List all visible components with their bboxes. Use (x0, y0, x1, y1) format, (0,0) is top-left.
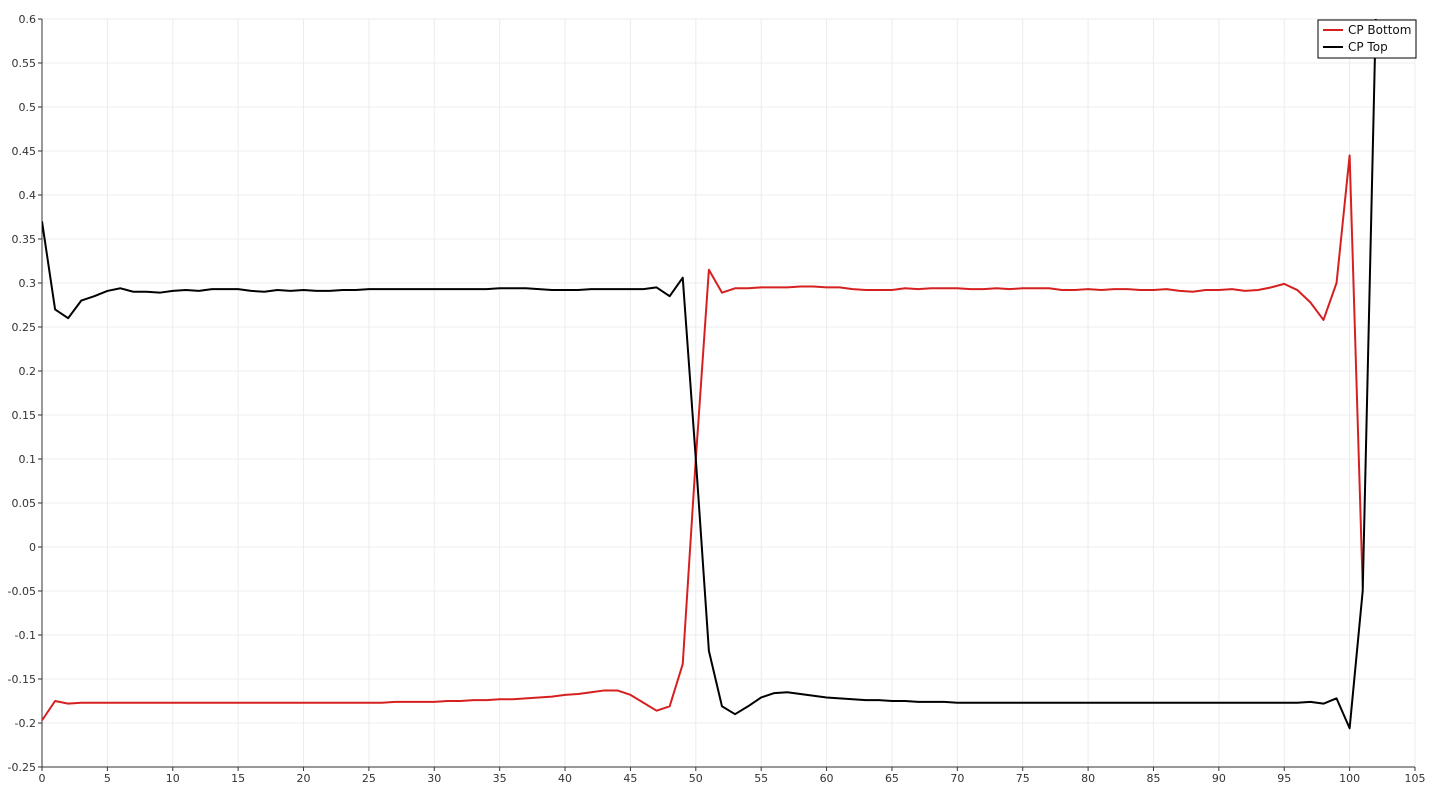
y-tick-label: 0.45 (12, 145, 37, 158)
x-tick-label: 10 (166, 772, 180, 785)
y-tick-label: 0.3 (19, 277, 37, 290)
series-line-cp-top (42, 19, 1377, 730)
legend-label-cp-top: CP Top (1348, 40, 1388, 54)
x-tick-label: 55 (754, 772, 768, 785)
plot-area (42, 19, 1377, 730)
x-tick-label: 50 (689, 772, 703, 785)
y-tick-label: 0.2 (19, 365, 37, 378)
y-tick-label: 0.1 (19, 453, 37, 466)
legend-label-cp-bottom: CP Bottom (1348, 23, 1411, 37)
y-tick-label: 0.5 (19, 101, 37, 114)
y-tick-label: 0.6 (19, 13, 37, 26)
x-tick-label: 20 (297, 772, 311, 785)
x-tick-label: 30 (427, 772, 441, 785)
y-tick-label: 0.15 (12, 409, 37, 422)
x-tick-label: 65 (885, 772, 899, 785)
y-tick-label: 0.4 (19, 189, 37, 202)
y-tick-label: 0 (29, 541, 36, 554)
x-tick-label: 75 (1016, 772, 1030, 785)
y-axis-ticks: -0.25 -0.2 -0.15 -0.1 -0.05 0 0.05 0.1 0.15 0.2 0.… (8, 13, 42, 774)
x-tick-label: 105 (1405, 772, 1426, 785)
x-axis-ticks: 0 5 10 15 20 25 30 35 40 45 50 55 60 65 70 75 80 85 90 95 10… (39, 767, 1426, 785)
x-tick-label: 80 (1081, 772, 1095, 785)
x-tick-label: 45 (623, 772, 637, 785)
x-tick-label: 35 (493, 772, 507, 785)
y-tick-label: -0.1 (15, 629, 36, 642)
y-tick-label: -0.15 (8, 673, 36, 686)
x-tick-label: 95 (1277, 772, 1291, 785)
axes (41, 19, 1415, 768)
x-tick-label: 60 (820, 772, 834, 785)
y-tick-label: -0.2 (15, 717, 36, 730)
x-tick-label: 40 (558, 772, 572, 785)
legend: CP Bottom CP Top (1317, 19, 1417, 59)
y-tick-label: 0.55 (12, 57, 37, 70)
legend-box (1317, 19, 1417, 59)
x-tick-label: 5 (104, 772, 111, 785)
x-tick-label: 70 (950, 772, 964, 785)
y-tick-label: 0.35 (12, 233, 37, 246)
x-tick-label: 0 (39, 772, 46, 785)
x-tick-label: 90 (1212, 772, 1226, 785)
y-tick-label: 0.05 (12, 497, 37, 510)
x-tick-label: 100 (1339, 772, 1360, 785)
y-tick-label: 0.25 (12, 321, 37, 334)
x-tick-label: 25 (362, 772, 376, 785)
x-tick-label: 15 (231, 772, 245, 785)
x-tick-label: 85 (1146, 772, 1160, 785)
y-tick-label: -0.05 (8, 585, 36, 598)
y-tick-label: -0.25 (8, 761, 36, 774)
grid (41, 18, 1416, 768)
series-line-cp-bottom (42, 154, 1364, 721)
